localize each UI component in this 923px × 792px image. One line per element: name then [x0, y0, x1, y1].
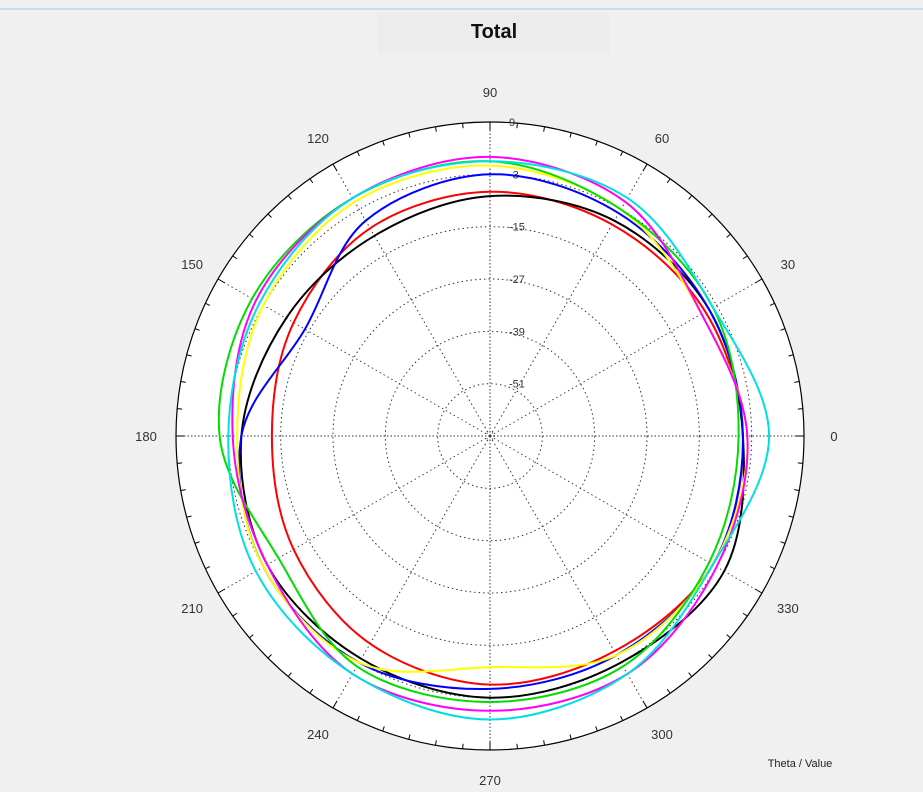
title-panel: [378, 13, 610, 53]
ring-tick-245: [356, 715, 360, 721]
chart-title: Total: [471, 21, 517, 43]
radial-grid-circle-3: [332, 278, 648, 594]
ring-tick-75: [569, 132, 572, 138]
ring-tick-165: [186, 354, 192, 357]
theta-tick-label-30: 30: [781, 257, 795, 272]
ring-tick-45: [708, 213, 713, 218]
ring-tick-140: [249, 233, 254, 238]
theta-tick-label-0: 0: [830, 429, 837, 444]
ring-tick-70: [595, 140, 598, 146]
ring-tick-150: [217, 278, 226, 284]
ring-tick-300: [642, 700, 648, 709]
ring-tick-40: [726, 233, 731, 238]
ring-tick-35: [742, 255, 748, 260]
ring-tick-290: [595, 726, 598, 732]
ring-tick-230: [287, 672, 292, 677]
r-tick-label-5: -51: [509, 379, 525, 391]
theta-tick-label-60: 60: [655, 131, 669, 146]
plot-area: 9-3-15-27-39-510306090120150180210240270…: [135, 85, 837, 788]
ring-tick-325: [742, 612, 748, 617]
theta-tick-label-90: 90: [483, 85, 497, 100]
ring-tick-170: [180, 380, 186, 383]
ring-tick-295: [620, 715, 624, 721]
series-line-0: [270, 190, 744, 686]
ring-tick-195: [186, 515, 192, 518]
ring-tick-145: [232, 255, 238, 260]
ring-tick-190: [180, 489, 186, 492]
ring-tick-235: [309, 688, 314, 694]
series-line-4: [217, 160, 740, 703]
ring-tick-65: [620, 151, 624, 157]
theta-tick-label-150: 150: [181, 257, 203, 272]
r-tick-label-2: -15: [509, 222, 525, 234]
ring-tick-240: [332, 700, 338, 709]
ring-tick-155: [205, 302, 211, 306]
top-border: [0, 8, 923, 10]
r-tick-label-4: -39: [509, 326, 525, 338]
ring-tick-345: [788, 515, 794, 518]
ring-tick-210: [217, 588, 226, 594]
ring-tick-280: [543, 740, 546, 746]
series-line-6: [227, 160, 771, 721]
ring-tick-100: [434, 126, 437, 132]
ring-tick-255: [408, 734, 411, 740]
angular-grid-line-120: [332, 163, 491, 437]
angular-grid-line-30: [489, 278, 763, 437]
theta-tick-label-120: 120: [307, 131, 329, 146]
theta-tick-label-330: 330: [777, 601, 799, 616]
ring-tick-285: [569, 734, 572, 740]
theta-tick-label-300: 300: [651, 727, 673, 742]
ring-tick-250: [382, 726, 385, 732]
ring-tick-120: [332, 163, 338, 172]
ring-tick-15: [788, 354, 794, 357]
ring-tick-110: [382, 140, 385, 146]
ring-tick-50: [688, 195, 693, 200]
ring-tick-350: [794, 489, 800, 492]
ring-tick-260: [434, 740, 437, 746]
ring-tick-60: [642, 163, 648, 172]
ring-tick-320: [726, 634, 731, 639]
ring-tick-105: [408, 132, 411, 138]
ring-tick-115: [356, 151, 360, 157]
ring-tick-25: [769, 302, 775, 306]
ring-tick-330: [754, 588, 763, 594]
radial-grid-circle-4: [384, 330, 596, 542]
theta-tick-label-210: 210: [181, 601, 203, 616]
ring-tick-55: [666, 178, 671, 184]
theta-tick-label-240: 240: [307, 727, 329, 742]
ring-tick-10: [794, 380, 800, 383]
ring-tick-220: [249, 634, 254, 639]
ring-tick-135: [267, 213, 272, 218]
ring-tick-30: [754, 278, 763, 284]
ring-tick-125: [309, 178, 314, 184]
radial-grid-circle-2: [280, 226, 700, 646]
ring-tick-340: [780, 541, 786, 544]
radial-grid-circle-5: [437, 383, 543, 489]
r-tick-label-0: 9: [509, 117, 515, 129]
ring-tick-20: [780, 328, 786, 331]
ring-tick-225: [267, 654, 272, 659]
ring-tick-315: [708, 654, 713, 659]
ring-tick-205: [205, 566, 211, 570]
ring-tick-160: [194, 328, 200, 331]
ring-tick-80: [543, 126, 546, 132]
theta-tick-label-180: 180: [135, 429, 157, 444]
r-tick-label-3: -27: [509, 274, 525, 286]
axis-caption: Theta / Value: [768, 758, 833, 770]
theta-tick-label-270: 270: [479, 773, 501, 788]
ring-tick-335: [769, 566, 775, 570]
ring-tick-215: [232, 612, 238, 617]
ring-tick-310: [688, 672, 693, 677]
ring-tick-130: [287, 195, 292, 200]
ring-tick-305: [666, 688, 671, 694]
ring-tick-200: [194, 541, 200, 544]
